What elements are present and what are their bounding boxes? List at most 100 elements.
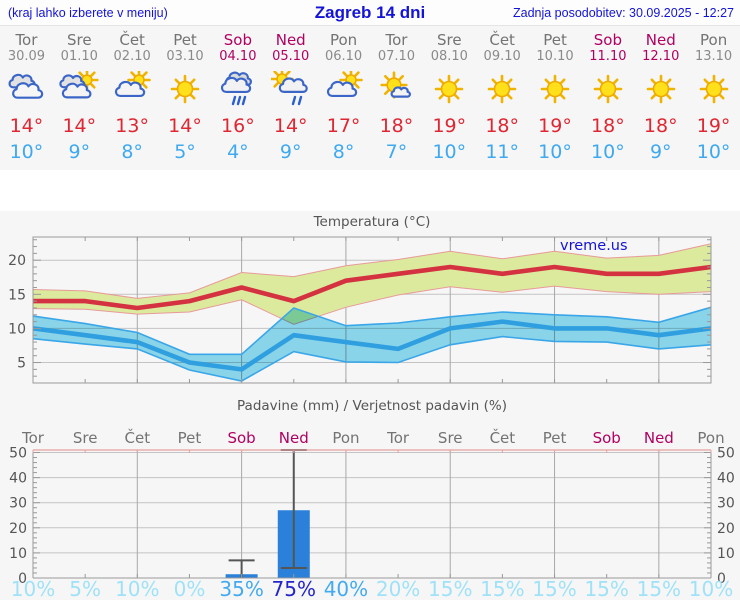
day-name: Sob — [593, 31, 622, 49]
y-axis-label-left: 0 — [18, 571, 27, 587]
day-name: Ned — [275, 31, 306, 49]
max-temperature: 18° — [591, 115, 625, 137]
y-axis-label-right: 20 — [717, 521, 735, 537]
min-temperature: 10° — [432, 141, 467, 163]
min-temperature: 5° — [174, 141, 196, 163]
forecast-day-column[interactable]: Tor 07.10 18° 7° — [370, 26, 423, 170]
max-temperature: 14° — [62, 115, 97, 137]
day-date: 11.10 — [589, 49, 627, 64]
precipitation-probability: 10% — [689, 577, 733, 600]
day-date: 01.10 — [60, 49, 98, 64]
precipitation-probability: 15% — [584, 577, 628, 600]
day-name: Čet — [119, 31, 145, 49]
max-temperature: 14° — [168, 115, 202, 137]
forecast-strip: Tor 30.09 14° 10° Sre 01.10 14° 9° Čet 02.10 13° 8°… — [0, 26, 740, 170]
weather-sunny-icon — [687, 71, 740, 111]
day-name: Sob — [223, 31, 252, 49]
precipitation-probability: 15% — [532, 577, 576, 600]
day-name: Pon — [700, 31, 728, 49]
day-name: Pon — [329, 31, 358, 49]
precip-day-label: Tor — [21, 429, 45, 447]
max-temperature: 19° — [432, 115, 467, 137]
min-temperature: 7° — [385, 141, 408, 163]
min-temperature: 10° — [538, 141, 572, 163]
forecast-day-column[interactable]: Čet 09.10 18° 11° — [476, 26, 529, 170]
day-date: 02.10 — [113, 49, 151, 64]
weather-cloudy-icon — [0, 71, 53, 111]
y-axis-label-left: 40 — [9, 471, 27, 487]
y-axis-label: 20 — [8, 253, 26, 269]
page-header: (kraj lahko izberete v meniju) Zagreb 14… — [0, 0, 740, 26]
precip-day-label: Pet — [543, 429, 567, 447]
forecast-day-column[interactable]: Pet 03.10 14° 5° — [159, 26, 212, 170]
chart-title: Temperatura (°C) — [313, 214, 431, 230]
y-axis-label: 15 — [8, 287, 26, 303]
forecast-day-column[interactable]: Tor 30.09 14° 10° — [0, 26, 53, 170]
forecast-day-column[interactable]: Ned 05.10 14° 9° — [264, 26, 317, 170]
precipitation-probability: 15% — [637, 577, 681, 600]
location-hint: (kraj lahko izberete v meniju) — [8, 6, 168, 20]
max-temperature: 13° — [115, 115, 149, 137]
day-date: 09.10 — [483, 49, 521, 64]
forecast-day-column[interactable]: Pon 13.10 19° 10° — [687, 26, 740, 170]
y-axis-label: 10 — [8, 321, 26, 337]
max-temperature: 17° — [326, 115, 361, 137]
forecast-day-column[interactable]: Sre 08.10 19° 10° — [423, 26, 476, 170]
precip-day-label: Sre — [438, 429, 463, 447]
day-date: 10.10 — [536, 49, 574, 64]
precipitation-chart: Padavine (mm) / Verjetnost padavin (%) To… — [9, 400, 735, 600]
day-name: Pet — [173, 31, 197, 49]
max-temperature: 16° — [221, 115, 255, 137]
precip-day-label: Čet — [125, 428, 151, 447]
y-axis-label-right: 0 — [717, 571, 726, 587]
min-temperature: 8° — [121, 141, 143, 163]
watermark-link[interactable]: vreme.us — [560, 238, 628, 254]
day-date: 12.10 — [642, 49, 680, 64]
spacer — [0, 170, 740, 211]
day-date: 05.10 — [272, 49, 310, 64]
precip-day-label: Ned — [644, 429, 674, 447]
precip-day-label: Sob — [227, 429, 255, 447]
forecast-day-column[interactable]: Sob 11.10 18° 10° — [581, 26, 634, 170]
weather-partly-cloudy-2-icon — [53, 68, 106, 111]
max-temperature: 14° — [9, 115, 44, 137]
page-title: Zagreb 14 dni — [314, 3, 426, 22]
precipitation-probability: 10% — [115, 577, 159, 600]
precip-day-label: Ned — [279, 429, 309, 447]
max-temperature: 19° — [538, 115, 572, 137]
max-temperature: 18° — [485, 115, 519, 137]
weather-sunny-icon — [476, 71, 529, 111]
weather-sunny-icon — [159, 71, 212, 111]
day-date: 06.10 — [324, 49, 363, 64]
min-temperature: 9° — [68, 141, 91, 163]
forecast-day-column[interactable]: Sob 04.10 16° 4° — [211, 26, 264, 170]
precipitation-probability: 35% — [219, 577, 263, 600]
y-axis-label-right: 50 — [717, 446, 735, 462]
precip-day-label: Sob — [593, 429, 621, 447]
forecast-day-column[interactable]: Ned 12.10 18° 9° — [634, 26, 687, 170]
forecast-day-column[interactable]: Pon 06.10 17° 8° — [317, 26, 370, 170]
weather-sunny-icon — [581, 71, 634, 111]
precip-day-label: Pon — [332, 429, 359, 447]
precipitation-probability: 40% — [324, 577, 368, 600]
max-temperature: 18° — [643, 115, 678, 137]
min-temperature: 10° — [696, 141, 731, 163]
weather-sunny-icon — [423, 71, 476, 111]
forecast-day-column[interactable]: Pet 10.10 19° 10° — [529, 26, 582, 170]
forecast-day-column[interactable]: Sre 01.10 14° 9° — [53, 26, 106, 170]
day-date: 30.09 — [7, 49, 46, 64]
min-temperature: 4° — [227, 141, 249, 163]
precipitation-probability: 0% — [174, 577, 206, 600]
precipitation-probability: 5% — [69, 577, 101, 600]
precip-day-label: Pet — [178, 429, 202, 447]
precipitation-probability: 15% — [428, 577, 472, 600]
precip-day-label: Tor — [386, 429, 410, 447]
y-axis-label: 5 — [17, 356, 26, 372]
forecast-day-column[interactable]: Čet 02.10 13° 8° — [106, 26, 159, 170]
day-name: Tor — [15, 31, 38, 49]
y-axis-label-right: 30 — [717, 496, 735, 512]
y-axis-label-right: 40 — [717, 471, 735, 487]
day-date: 03.10 — [166, 49, 204, 64]
day-name: Ned — [645, 31, 676, 49]
